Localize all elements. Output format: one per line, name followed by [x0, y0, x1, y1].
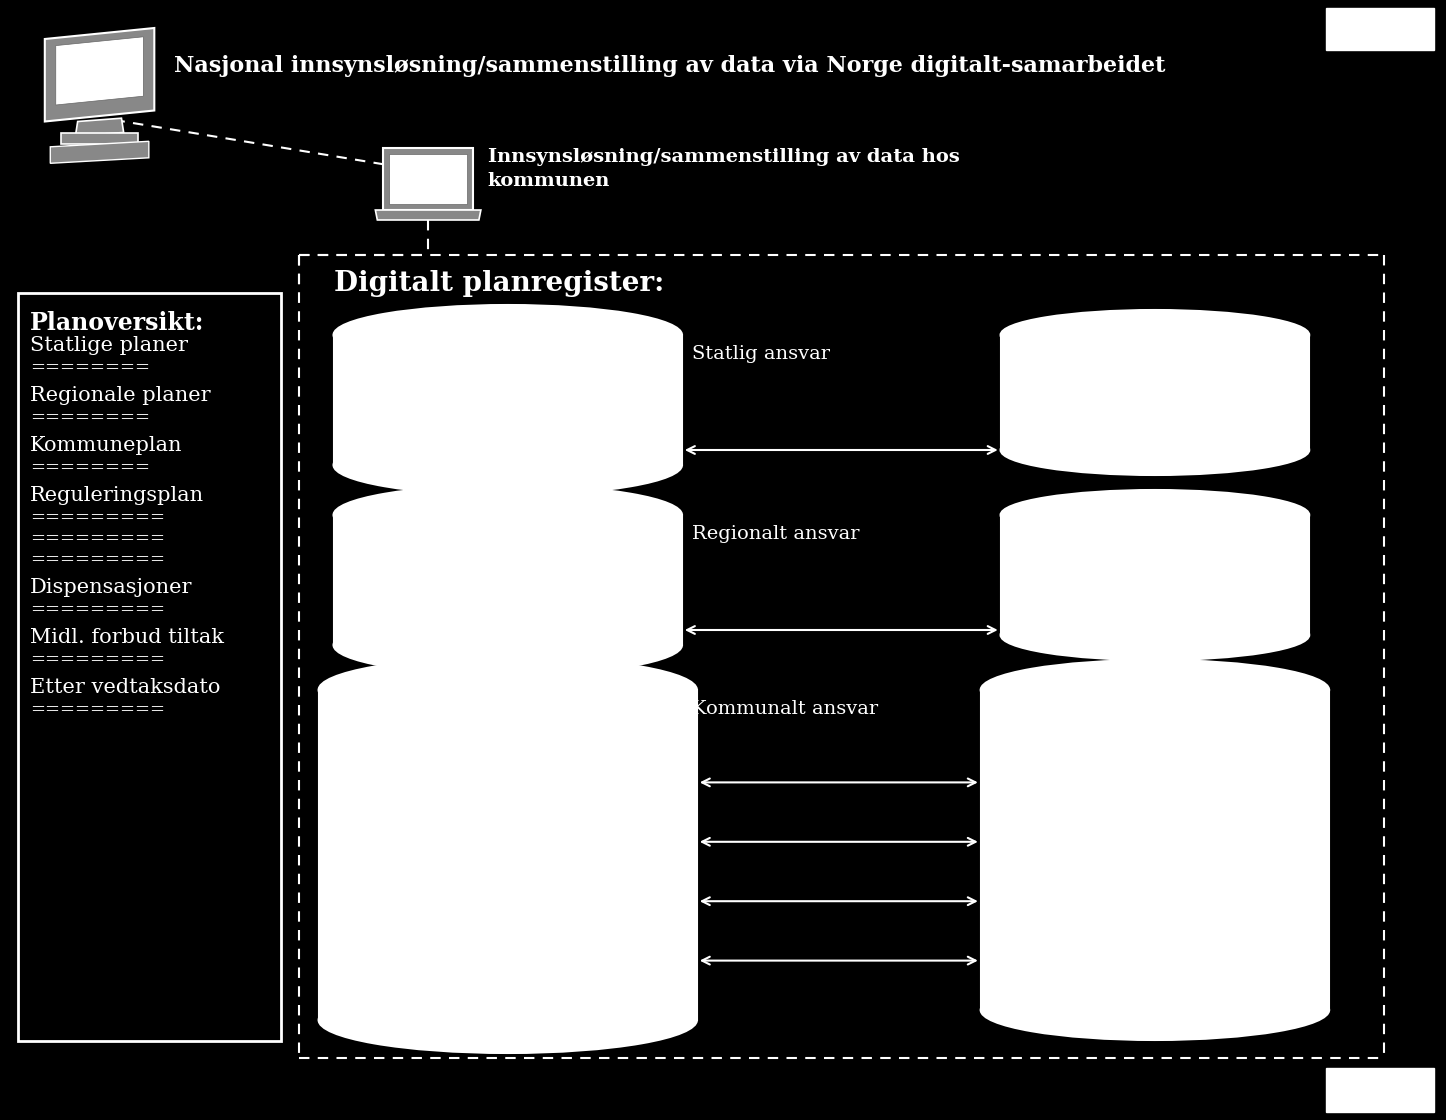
Text: Statlig ansvar: Statlig ansvar [693, 345, 830, 363]
Ellipse shape [1001, 310, 1309, 360]
Text: Regionale planer: Regionale planer [30, 386, 211, 405]
Polygon shape [376, 211, 482, 220]
Text: Innsynsløsning/sammenstilling av data hos: Innsynsløsning/sammenstilling av data ho… [487, 148, 960, 166]
Text: =========: ========= [30, 601, 165, 619]
Text: ========: ======== [30, 409, 150, 427]
Polygon shape [75, 119, 124, 136]
Polygon shape [1001, 335, 1309, 450]
Text: =========: ========= [30, 508, 165, 528]
Bar [1326, 8, 1433, 50]
Polygon shape [1001, 515, 1309, 635]
Ellipse shape [1001, 610, 1309, 660]
Polygon shape [980, 690, 1329, 1010]
Ellipse shape [318, 987, 697, 1053]
Text: =========: ========= [30, 701, 165, 719]
Text: kommunen: kommunen [487, 172, 610, 190]
Text: Digitalt planregister:: Digitalt planregister: [334, 270, 664, 297]
Polygon shape [334, 515, 683, 645]
Polygon shape [318, 690, 697, 1020]
Polygon shape [383, 148, 473, 211]
Ellipse shape [980, 660, 1329, 720]
Ellipse shape [334, 435, 683, 495]
Text: Etter vedtaksdato: Etter vedtaksdato [30, 678, 220, 697]
Ellipse shape [318, 657, 697, 724]
Text: =========: ========= [30, 551, 165, 569]
Text: Statlige planer: Statlige planer [30, 336, 188, 355]
Ellipse shape [1001, 491, 1309, 540]
Ellipse shape [334, 485, 683, 545]
Text: Regionalt ansvar: Regionalt ansvar [693, 525, 859, 543]
Text: Midl. forbud tiltak: Midl. forbud tiltak [30, 628, 224, 647]
Text: Kommunalt ansvar: Kommunalt ansvar [693, 700, 878, 718]
Bar [61, 132, 137, 143]
Text: =========: ========= [30, 530, 165, 548]
Text: Nasjonal innsynsløsning/sammenstilling av data via Norge digitalt-samarbeidet: Nasjonal innsynsløsning/sammenstilling a… [174, 55, 1165, 77]
Bar [389, 155, 467, 204]
Text: Reguleringsplan: Reguleringsplan [30, 486, 204, 505]
Text: Kommuneplan: Kommuneplan [30, 436, 182, 455]
Polygon shape [51, 141, 149, 164]
Ellipse shape [1001, 424, 1309, 475]
Polygon shape [334, 335, 683, 465]
Text: =========: ========= [30, 651, 165, 669]
Ellipse shape [334, 615, 683, 675]
Text: Dispensasjoner: Dispensasjoner [30, 578, 192, 597]
Bar [17, 293, 281, 1040]
Polygon shape [45, 28, 155, 121]
Ellipse shape [334, 305, 683, 365]
Polygon shape [56, 37, 143, 105]
Ellipse shape [980, 980, 1329, 1040]
Text: ========: ======== [30, 360, 150, 377]
Text: ========: ======== [30, 459, 150, 477]
Text: Planoversikt:: Planoversikt: [30, 311, 204, 335]
Bar [1326, 1068, 1433, 1112]
